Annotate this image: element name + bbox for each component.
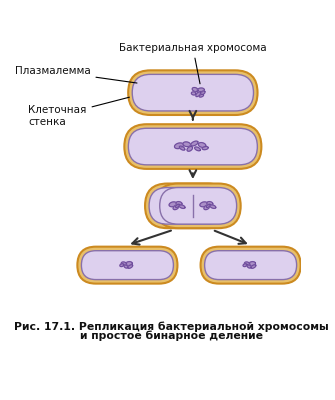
- FancyBboxPatch shape: [156, 184, 241, 228]
- Polygon shape: [125, 262, 132, 266]
- Polygon shape: [192, 88, 198, 92]
- FancyBboxPatch shape: [182, 195, 203, 217]
- Polygon shape: [245, 262, 250, 266]
- FancyBboxPatch shape: [132, 74, 254, 111]
- Text: Бактериальная хромосома: Бактериальная хромосома: [119, 43, 267, 84]
- Polygon shape: [197, 88, 204, 93]
- Polygon shape: [179, 205, 185, 208]
- FancyBboxPatch shape: [124, 124, 261, 169]
- Polygon shape: [251, 265, 256, 268]
- Polygon shape: [195, 147, 200, 151]
- Polygon shape: [173, 205, 179, 210]
- Polygon shape: [198, 142, 206, 148]
- Polygon shape: [183, 142, 191, 147]
- Polygon shape: [201, 91, 205, 94]
- Polygon shape: [202, 146, 208, 150]
- Polygon shape: [121, 262, 127, 266]
- Polygon shape: [169, 202, 177, 207]
- Polygon shape: [128, 265, 133, 268]
- Polygon shape: [175, 143, 184, 149]
- FancyBboxPatch shape: [77, 247, 178, 284]
- Polygon shape: [179, 146, 185, 150]
- Polygon shape: [249, 262, 255, 266]
- FancyBboxPatch shape: [160, 188, 237, 224]
- Text: и простое бинарное деление: и простое бинарное деление: [80, 331, 263, 341]
- Polygon shape: [200, 202, 207, 207]
- FancyBboxPatch shape: [149, 188, 226, 224]
- Polygon shape: [206, 204, 210, 208]
- FancyBboxPatch shape: [81, 251, 174, 280]
- Polygon shape: [191, 141, 198, 146]
- FancyBboxPatch shape: [128, 128, 257, 165]
- Polygon shape: [187, 146, 193, 151]
- FancyBboxPatch shape: [172, 190, 214, 222]
- FancyBboxPatch shape: [145, 184, 230, 228]
- FancyBboxPatch shape: [128, 70, 258, 115]
- Polygon shape: [247, 265, 251, 268]
- Polygon shape: [176, 202, 182, 206]
- Polygon shape: [199, 94, 204, 97]
- Polygon shape: [124, 265, 128, 268]
- Polygon shape: [210, 205, 216, 208]
- Polygon shape: [204, 205, 210, 210]
- Text: Рис. 17.1. Репликация бактериальной хромосомы: Рис. 17.1. Репликация бактериальной хром…: [14, 322, 329, 332]
- FancyBboxPatch shape: [205, 251, 296, 280]
- Polygon shape: [243, 264, 247, 267]
- Polygon shape: [207, 202, 213, 206]
- Polygon shape: [196, 92, 201, 97]
- Text: Клеточная
стенка: Клеточная стенка: [28, 97, 129, 126]
- Polygon shape: [120, 264, 124, 267]
- FancyBboxPatch shape: [201, 247, 300, 284]
- Polygon shape: [191, 92, 196, 95]
- Text: Плазмалемма: Плазмалемма: [15, 66, 137, 83]
- Polygon shape: [176, 204, 179, 208]
